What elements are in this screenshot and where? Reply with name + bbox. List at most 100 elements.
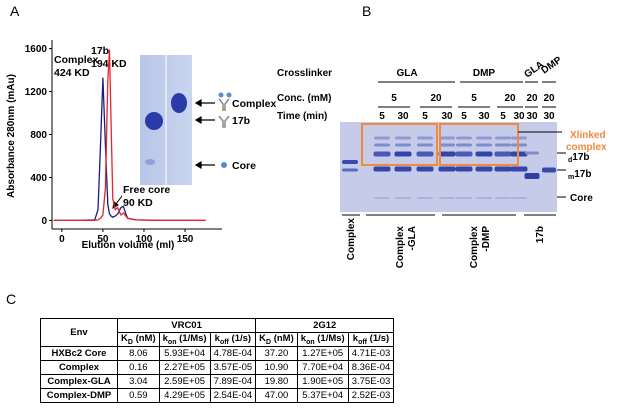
cell: 3.57E-05 [209, 360, 257, 375]
gel-lines [342, 81, 566, 216]
x-tick-label: 150 [177, 234, 194, 245]
band [475, 166, 493, 172]
band [439, 136, 455, 140]
band [476, 143, 492, 147]
col-main: K [259, 333, 267, 345]
lane-label: -DMP [481, 226, 492, 252]
y-tick-label: 800 [30, 130, 47, 141]
band [416, 151, 434, 157]
col-sub: D [127, 338, 133, 346]
cell: 3.04 [117, 374, 160, 389]
cell: 8.36E-04 [347, 360, 395, 375]
band [417, 197, 433, 199]
row-header: Complex [40, 360, 118, 375]
column-header: kon (1/Ms) [296, 332, 349, 347]
y-tick-label: 400 [30, 173, 47, 184]
x-axis-label: Elution volume (ml) [82, 240, 175, 251]
highlight-box [361, 123, 438, 166]
conc: 5 [391, 93, 397, 104]
main: 17b [572, 152, 589, 163]
col-main: K [121, 333, 128, 345]
band [395, 136, 411, 140]
band [373, 166, 391, 172]
main: 17b [574, 169, 591, 180]
band [475, 151, 493, 157]
band [394, 166, 412, 172]
cell: 5.37E+04 [296, 388, 349, 403]
col-main: k [162, 333, 168, 345]
cell: 7.70E+04 [296, 360, 349, 375]
lane-label: Complex [395, 226, 406, 269]
cell: 2.27E+05 [158, 360, 211, 375]
x-tick-label: 100 [136, 234, 153, 245]
cell: 1.27E+05 [296, 346, 349, 361]
x-tick-label: 50 [97, 234, 109, 245]
highlight-box [439, 123, 519, 166]
x-tick-label: 0 [59, 234, 65, 245]
group-header: 2G12 [255, 318, 395, 333]
band [494, 151, 512, 157]
band [438, 151, 456, 157]
band [456, 143, 472, 147]
row-header: Complex-DMP [40, 388, 118, 403]
time: 30 [397, 111, 409, 122]
conc: 20 [430, 93, 442, 104]
time: 30 [526, 111, 538, 122]
column-header: koff (1/s) [209, 332, 257, 347]
row-header: HXBc2 Core [40, 346, 118, 361]
band [455, 151, 473, 157]
band [476, 197, 492, 199]
band [455, 166, 473, 172]
band-label: Core [570, 193, 593, 204]
row-label: Crosslinker [277, 68, 332, 79]
band [542, 167, 556, 173]
xlinked-label: complex [566, 142, 607, 153]
xlinked-label: Xlinked [570, 130, 606, 141]
band [476, 136, 492, 140]
cell: 4.71E-03 [347, 346, 395, 361]
col-main: k [300, 333, 307, 345]
cell: 0.59 [117, 388, 160, 403]
band [525, 151, 539, 155]
panel-label: B [362, 3, 371, 19]
column-header: KD (nM) [117, 332, 160, 347]
band-label: d17b [568, 152, 590, 164]
band [374, 136, 390, 140]
band [456, 136, 472, 140]
band [394, 151, 412, 157]
col-unit: (nM) [271, 333, 294, 345]
time: 30 [478, 111, 490, 122]
header: Env [40, 318, 118, 347]
col-unit: (nM) [132, 333, 156, 345]
col-unit: (1/s) [367, 333, 390, 345]
column-header: koff (1/s) [347, 332, 395, 347]
time: 5 [422, 111, 428, 122]
kinetics-table: Env VRC01 2G12 KD (nM) kon (1/Ms) koff (1/… [40, 318, 395, 403]
lane-label: Complex [346, 218, 357, 261]
cell: 2.59E+05 [158, 374, 211, 389]
time: 5 [500, 111, 506, 122]
table-row: Complex-GLA 3.04 2.59E+05 7.89E-04 19.80 1.90… [40, 374, 395, 389]
col-unit: (1/s) [228, 333, 252, 345]
band [395, 143, 411, 147]
inset-label: Core [232, 160, 256, 172]
col-sub: D [266, 338, 272, 346]
icons [218, 92, 232, 168]
cell: 4.29E+05 [158, 388, 211, 403]
column-header: kon (1/Ms) [158, 332, 211, 347]
band [145, 112, 163, 130]
col-main: k [352, 333, 359, 345]
cell: 4.78E-04 [209, 346, 257, 361]
crosslinker: DMP [539, 55, 564, 77]
table-row: Complex-DMP 0.59 4.29E+05 2.54E-04 47.00 5.37… [40, 388, 395, 403]
subheader-row: KD (nM) kon (1/Ms) koff (1/s) KD (nM) kon (1… [41, 332, 395, 347]
band [495, 143, 511, 147]
conc: 20 [543, 93, 555, 104]
cell: 2.52E-03 [347, 388, 395, 403]
time: 5 [461, 111, 467, 122]
time: 30 [543, 111, 555, 122]
col-sub: on [167, 338, 177, 346]
band [511, 197, 527, 199]
